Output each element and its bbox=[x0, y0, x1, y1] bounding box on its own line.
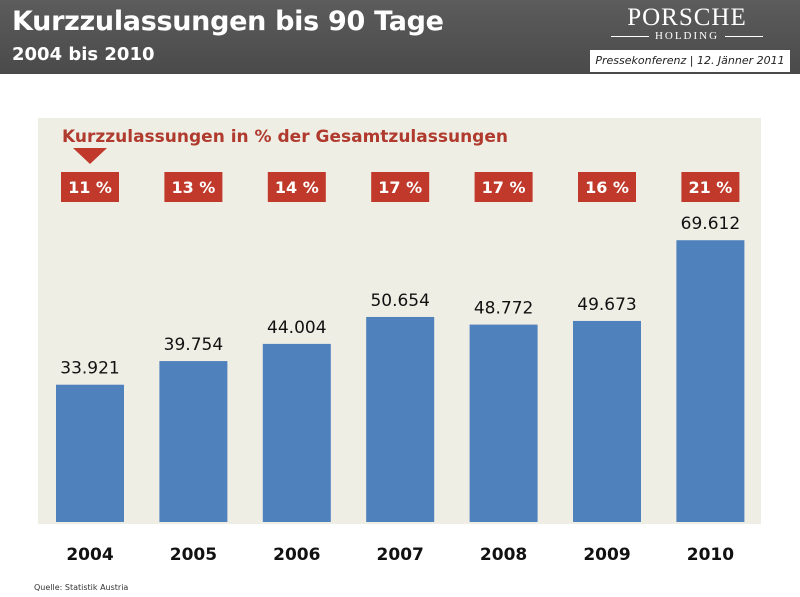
percent-label-2007: 17 % bbox=[378, 178, 422, 197]
percent-badge-2009 bbox=[578, 172, 636, 202]
category-label-2006: 2006 bbox=[273, 545, 320, 565]
bar-2007 bbox=[366, 316, 435, 522]
category-label-2009: 2009 bbox=[583, 545, 630, 565]
annotation-pointer-icon bbox=[73, 148, 107, 164]
category-label-2004: 2004 bbox=[66, 545, 113, 565]
source-note: Quelle: Statistik Austria bbox=[34, 583, 129, 592]
value-label-2006: 44.004 bbox=[267, 318, 326, 338]
percent-label-2009: 16 % bbox=[585, 178, 629, 197]
percent-annotation-title: Kurzzulassungen in % der Gesamtzulassung… bbox=[62, 127, 508, 147]
percent-badge-2008 bbox=[474, 172, 533, 202]
percent-label-2005: 13 % bbox=[171, 178, 215, 197]
bar-2004 bbox=[56, 384, 124, 522]
value-label-2010: 69.612 bbox=[681, 214, 740, 234]
bar-2005 bbox=[159, 361, 228, 522]
category-label-2010: 2010 bbox=[687, 545, 734, 565]
bar-2009 bbox=[573, 320, 641, 522]
percent-badge-2007 bbox=[371, 172, 430, 202]
logo-sub-text: HOLDING bbox=[592, 30, 782, 42]
press-conference-info: Pressekonferenz | 12. Jänner 2011 bbox=[590, 50, 790, 72]
percent-badge-2005 bbox=[164, 172, 223, 202]
bar-2008 bbox=[469, 324, 538, 522]
porsche-holding-logo: PORSCHE HOLDING bbox=[592, 0, 800, 74]
value-label-2008: 48.772 bbox=[474, 299, 533, 319]
percent-label-2008: 17 % bbox=[482, 178, 526, 197]
header-bar: Kurzzulassungen bis 90 Tage 2004 bis 201… bbox=[0, 0, 800, 74]
category-label-2007: 2007 bbox=[377, 545, 424, 565]
category-label-2008: 2008 bbox=[480, 545, 527, 565]
page-subtitle: 2004 bis 2010 bbox=[12, 44, 155, 65]
page-title: Kurzzulassungen bis 90 Tage bbox=[12, 6, 444, 37]
value-label-2009: 49.673 bbox=[577, 295, 636, 315]
value-label-2005: 39.754 bbox=[164, 335, 223, 355]
percent-badge-2004 bbox=[61, 172, 119, 202]
value-label-2007: 50.654 bbox=[370, 291, 429, 311]
bar-2006 bbox=[262, 343, 331, 522]
bar-2010 bbox=[676, 240, 745, 523]
logo-main-text: PORSCHE bbox=[627, 4, 747, 31]
percent-badge-2010 bbox=[681, 172, 740, 202]
category-label-2005: 2005 bbox=[170, 545, 217, 565]
value-label-2004: 33.921 bbox=[60, 359, 119, 379]
percent-label-2006: 14 % bbox=[275, 178, 319, 197]
percent-badge-2006 bbox=[267, 172, 326, 202]
percent-label-2004: 11 % bbox=[68, 178, 112, 197]
percent-label-2010: 21 % bbox=[688, 178, 732, 197]
